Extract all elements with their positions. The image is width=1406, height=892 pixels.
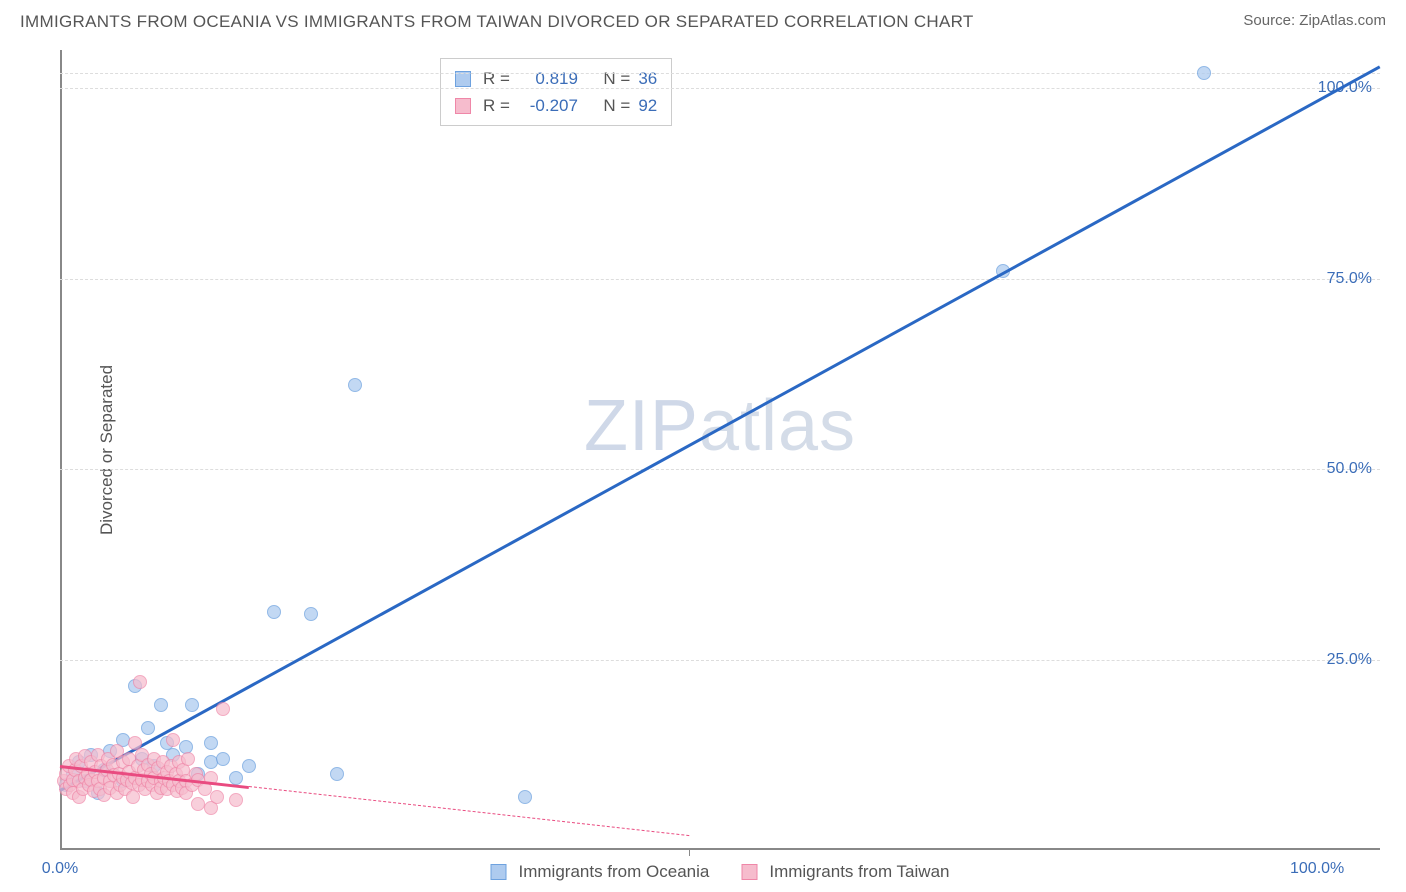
legend-swatch xyxy=(491,864,507,880)
data-point xyxy=(204,736,218,750)
source-label: Source: xyxy=(1243,12,1299,29)
data-point xyxy=(185,698,199,712)
legend-item: Immigrants from Taiwan xyxy=(741,862,949,882)
n-value: 92 xyxy=(638,92,657,119)
data-point xyxy=(229,793,243,807)
source-attribution: Source: ZipAtlas.com xyxy=(1243,12,1386,29)
data-point xyxy=(141,721,155,735)
data-point xyxy=(242,759,256,773)
data-point xyxy=(181,752,195,766)
data-point xyxy=(267,605,281,619)
legend-swatch xyxy=(741,864,757,880)
y-tick-label: 50.0% xyxy=(1327,460,1372,478)
data-point xyxy=(210,790,224,804)
n-label: N = xyxy=(603,92,630,119)
correlation-stats-box: R =0.819 N = 36R =-0.207 N = 92 xyxy=(440,58,672,126)
y-tick-label: 25.0% xyxy=(1327,651,1372,669)
r-value: -0.207 xyxy=(518,92,578,119)
x-tick-label: 0.0% xyxy=(42,860,78,878)
r-label: R = xyxy=(483,92,510,119)
data-point xyxy=(229,771,243,785)
y-tick-label: 75.0% xyxy=(1327,270,1372,288)
x-tick-mark xyxy=(689,850,690,856)
stats-row: R = -0.207 N = 92 xyxy=(455,92,657,119)
legend-item: Immigrants from Oceania xyxy=(491,862,710,882)
legend-swatch xyxy=(455,98,471,114)
chart-title: IMMIGRANTS FROM OCEANIA VS IMMIGRANTS FR… xyxy=(20,12,974,32)
data-point xyxy=(348,378,362,392)
gridline xyxy=(60,660,1380,661)
gridline xyxy=(60,73,1380,74)
data-point xyxy=(133,675,147,689)
data-point xyxy=(518,790,532,804)
legend-label: Immigrants from Oceania xyxy=(519,862,710,882)
data-point xyxy=(216,702,230,716)
data-point xyxy=(330,767,344,781)
y-axis-label: Divorced or Separated xyxy=(97,365,117,535)
data-point xyxy=(304,607,318,621)
x-tick-label: 100.0% xyxy=(1290,860,1344,878)
gridline xyxy=(60,279,1380,280)
plot-axes xyxy=(60,50,1380,850)
data-point xyxy=(1197,66,1211,80)
source-value: ZipAtlas.com xyxy=(1299,12,1386,29)
series-legend: Immigrants from Oceania Immigrants from T… xyxy=(491,862,950,882)
data-point xyxy=(216,752,230,766)
gridline xyxy=(60,469,1380,470)
data-point xyxy=(166,733,180,747)
data-point xyxy=(154,698,168,712)
legend-label: Immigrants from Taiwan xyxy=(769,862,949,882)
scatter-plot: Divorced or Separated ZIPatlas R =0.819 … xyxy=(60,50,1380,850)
gridline xyxy=(60,88,1380,89)
